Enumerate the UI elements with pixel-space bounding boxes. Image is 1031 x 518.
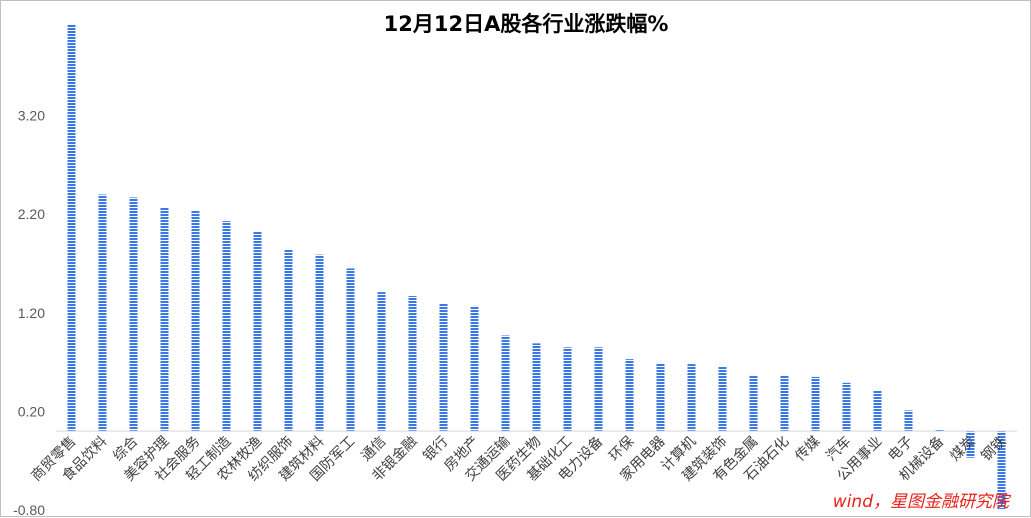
bar bbox=[377, 292, 386, 432]
bar bbox=[935, 429, 944, 432]
y-tick-label: 2.20 bbox=[18, 206, 45, 222]
bar bbox=[780, 374, 789, 432]
bar bbox=[625, 359, 634, 432]
x-tick-label: 传媒 bbox=[792, 434, 823, 465]
bars bbox=[67, 24, 1006, 510]
bar bbox=[470, 305, 479, 432]
bar bbox=[98, 194, 107, 432]
bar bbox=[67, 24, 76, 432]
bar bbox=[222, 221, 231, 432]
y-tick-label: -0.80 bbox=[13, 502, 45, 518]
bar bbox=[966, 431, 975, 458]
bar bbox=[129, 197, 138, 432]
bar bbox=[594, 347, 603, 432]
bar bbox=[501, 335, 510, 432]
y-tick-label: 3.20 bbox=[18, 108, 45, 124]
bar bbox=[408, 296, 417, 432]
bar bbox=[563, 347, 572, 432]
bar bbox=[997, 431, 1006, 510]
bar bbox=[160, 207, 169, 432]
bar bbox=[842, 382, 851, 432]
bar bbox=[749, 374, 758, 432]
bar bbox=[904, 410, 913, 432]
bar bbox=[191, 210, 200, 432]
source-annotation: wind，星图金融研究院 bbox=[833, 492, 1012, 512]
bar bbox=[284, 249, 293, 432]
bar bbox=[315, 254, 324, 432]
bar bbox=[439, 303, 448, 432]
chart-title: 12月12日A股各行业涨跌幅% bbox=[384, 12, 669, 36]
y-axis: -0.80 0.20 1.20 2.20 3.20 bbox=[13, 108, 45, 518]
y-tick-label: 0.20 bbox=[18, 403, 45, 419]
bar bbox=[687, 364, 696, 432]
bar bbox=[532, 343, 541, 432]
y-tick-label: 1.20 bbox=[18, 305, 45, 321]
bar bbox=[656, 363, 665, 432]
bar bbox=[811, 376, 820, 432]
bar bbox=[718, 367, 727, 432]
bar bbox=[253, 230, 262, 432]
bar bbox=[346, 268, 355, 432]
bar bbox=[873, 390, 882, 432]
